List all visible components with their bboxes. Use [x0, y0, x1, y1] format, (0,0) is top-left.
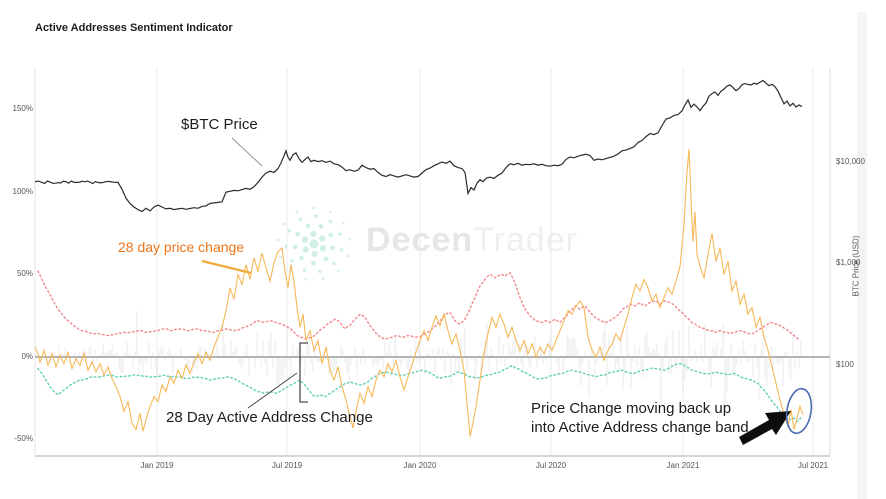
- callout-line-2: into Active Address change band: [531, 419, 749, 436]
- y-right-tick-1000: $1,000: [836, 258, 861, 267]
- y-left-tick-100: 100%: [12, 187, 33, 196]
- x-tick-jul2019: Jul 2019: [271, 461, 303, 470]
- price-change-label: 28 day price change: [118, 239, 245, 255]
- y-left-tick-150: 150%: [12, 104, 33, 113]
- price-change-leader-line: [201, 259, 252, 275]
- callout-arrow-icon: [739, 411, 791, 445]
- btc-price-line: [34, 79, 803, 213]
- y-left-tick-50: 50%: [16, 269, 33, 278]
- y-right-axis-title: BTC Price (USD): [851, 235, 861, 297]
- upper-band-line: [37, 270, 799, 340]
- watermark-text-bold: Decen: [366, 221, 474, 259]
- scrollbar-track[interactable]: [857, 12, 867, 499]
- watermark-dots: [276, 206, 352, 281]
- btc-price-label: $BTC Price: [181, 116, 258, 133]
- x-tick-jul2020: Jul 2020: [535, 461, 567, 470]
- active-address-leader-line: [247, 372, 298, 409]
- y-right-tick-10000: $10,000: [836, 157, 865, 166]
- y-left-tick-0: 0%: [21, 352, 33, 361]
- x-tick-jan2021: Jan 2021: [666, 461, 700, 470]
- watermark-text: DecenTrader: [366, 221, 578, 260]
- active-address-label: 28 Day Active Address Change: [166, 409, 373, 426]
- y-left-tick-n50: -50%: [14, 434, 33, 443]
- x-tick-jan2020: Jan 2020: [403, 461, 437, 470]
- callout-text: Price Change moving back up into Active …: [531, 399, 749, 437]
- watermark-text-light: Trader: [473, 221, 578, 259]
- x-tick-jul2021: Jul 2021: [797, 461, 829, 470]
- band-bracket: [299, 342, 308, 403]
- btc-price-leader-line: [231, 137, 263, 167]
- price-change-line: [34, 149, 804, 437]
- x-tick-jan2019: Jan 2019: [140, 461, 174, 470]
- page-title: Active Addresses Sentiment Indicator: [35, 22, 233, 34]
- highlight-ellipse: [785, 387, 813, 435]
- y-right-tick-100: $100: [836, 360, 854, 369]
- callout-line-1: Price Change moving back up: [531, 400, 732, 417]
